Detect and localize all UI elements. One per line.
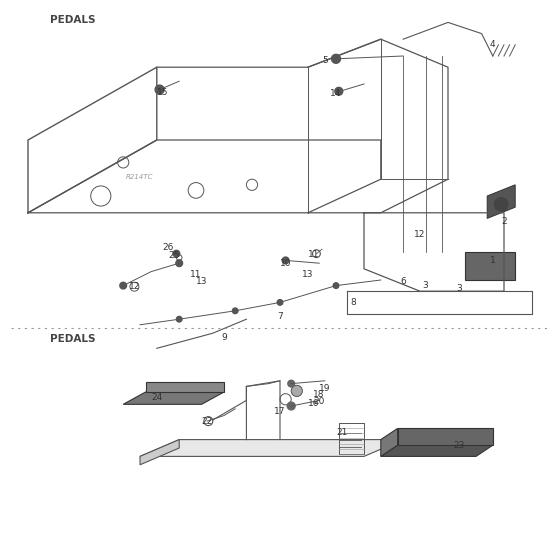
Text: 9: 9	[221, 333, 227, 342]
Text: R214TC: R214TC	[126, 174, 154, 180]
Text: 10: 10	[280, 259, 291, 268]
Circle shape	[335, 87, 343, 95]
Circle shape	[291, 385, 302, 396]
Circle shape	[333, 283, 339, 288]
Text: 8: 8	[350, 298, 356, 307]
Circle shape	[176, 316, 182, 322]
Text: 16: 16	[308, 399, 319, 408]
Text: 15: 15	[157, 88, 168, 97]
Circle shape	[288, 380, 295, 387]
Circle shape	[176, 260, 183, 267]
Polygon shape	[487, 185, 515, 218]
Polygon shape	[146, 382, 224, 392]
Text: 7: 7	[277, 312, 283, 321]
Text: 20: 20	[314, 397, 325, 406]
Circle shape	[155, 85, 164, 94]
Text: 1: 1	[490, 256, 496, 265]
Text: 6: 6	[400, 277, 406, 286]
Polygon shape	[123, 392, 224, 404]
Circle shape	[287, 402, 295, 410]
Circle shape	[277, 300, 283, 305]
Text: 14: 14	[330, 89, 342, 98]
Circle shape	[494, 198, 508, 211]
Text: 21: 21	[336, 428, 347, 437]
Text: 19: 19	[319, 384, 330, 393]
Polygon shape	[381, 445, 493, 456]
Polygon shape	[398, 428, 493, 445]
Text: 3: 3	[423, 281, 428, 290]
Text: 11: 11	[190, 270, 202, 279]
Circle shape	[173, 250, 180, 257]
Text: PEDALS: PEDALS	[50, 15, 96, 25]
Text: 4: 4	[490, 40, 496, 49]
Polygon shape	[465, 252, 515, 280]
Text: 5: 5	[322, 56, 328, 65]
Text: 24: 24	[151, 393, 162, 402]
Text: 3: 3	[456, 284, 462, 293]
Circle shape	[232, 308, 238, 314]
Text: 13: 13	[302, 270, 314, 279]
Text: 18: 18	[314, 390, 325, 399]
Text: 22: 22	[202, 417, 213, 426]
Polygon shape	[381, 428, 398, 456]
Polygon shape	[140, 440, 403, 456]
Text: 26: 26	[162, 243, 174, 252]
Text: 12: 12	[414, 230, 426, 239]
Text: 23: 23	[454, 441, 465, 450]
Text: 2: 2	[501, 217, 507, 226]
Circle shape	[120, 282, 127, 289]
Polygon shape	[140, 440, 179, 465]
Text: 11: 11	[308, 250, 319, 259]
Text: 17: 17	[274, 407, 286, 416]
Text: PEDALS: PEDALS	[50, 334, 96, 344]
Circle shape	[332, 54, 340, 63]
Text: 12: 12	[129, 282, 140, 291]
Text: 25: 25	[168, 251, 179, 260]
Text: 13: 13	[196, 277, 207, 286]
Circle shape	[282, 257, 289, 264]
